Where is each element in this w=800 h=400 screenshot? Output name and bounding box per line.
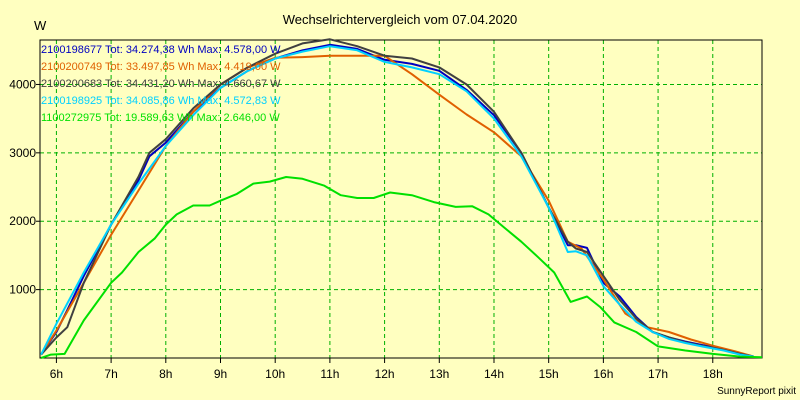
y-tick-label: 3000 [9, 146, 36, 160]
chart-legend: 2100198677 Tot: 34.274,38 Wh Max: 4.578,… [41, 42, 281, 127]
legend-entry-2100200749: 2100200749 Tot: 33.497,85 Wh Max: 4.419,… [41, 61, 281, 73]
x-tick-label: 16h [593, 367, 613, 381]
x-tick-label: 15h [539, 367, 559, 381]
grid-lines [40, 40, 762, 358]
chart-title: Wechselrichtervergleich vom 07.04.2020 [283, 12, 518, 27]
x-tick-label: 9h [214, 367, 227, 381]
y-axis-ticks: 1000 2000 3000 4000 [9, 77, 40, 297]
x-tick-label: 6h [50, 367, 63, 381]
plot-area [39, 39, 763, 359]
series-lines [40, 38, 763, 359]
x-tick-label: 8h [159, 367, 172, 381]
x-tick-label: 13h [429, 367, 449, 381]
legend-entry-2100198677: 2100198677 Tot: 34.274,38 Wh Max: 4.578,… [41, 44, 281, 56]
series-line-1100272975 [40, 176, 763, 359]
x-tick-label: 14h [484, 367, 504, 381]
footer-credit: SunnyReport pixit [717, 386, 796, 397]
x-axis-ticks: 6h 7h 8h 9h 10h 11h 12h 13h 14h 15h 16h 17h 18h [50, 358, 723, 381]
y-axis-label: W [34, 18, 47, 33]
x-tick-label: 17h [648, 367, 668, 381]
y-tick-label: 2000 [9, 214, 36, 228]
legend-entry-2100198925: 2100198925 Tot: 34.085,86 Wh Max: 4.572,… [41, 95, 281, 107]
series-line-2100198925 [40, 45, 754, 358]
legend-entry-2100200683: 2100200683 Tot: 34.431,20 Wh Max: 4.660,… [41, 78, 281, 90]
x-tick-label: 11h [320, 367, 339, 381]
x-tick-label: 7h [104, 367, 117, 381]
x-tick-label: 18h [703, 367, 723, 381]
y-tick-label: 1000 [9, 283, 36, 297]
legend-entry-1100272975: 1100272975 Tot: 19.589,63 Wh Max: 2.646,… [41, 112, 280, 124]
y-tick-label: 4000 [9, 77, 36, 91]
x-tick-label: 12h [375, 367, 395, 381]
x-tick-label: 10h [265, 367, 285, 381]
